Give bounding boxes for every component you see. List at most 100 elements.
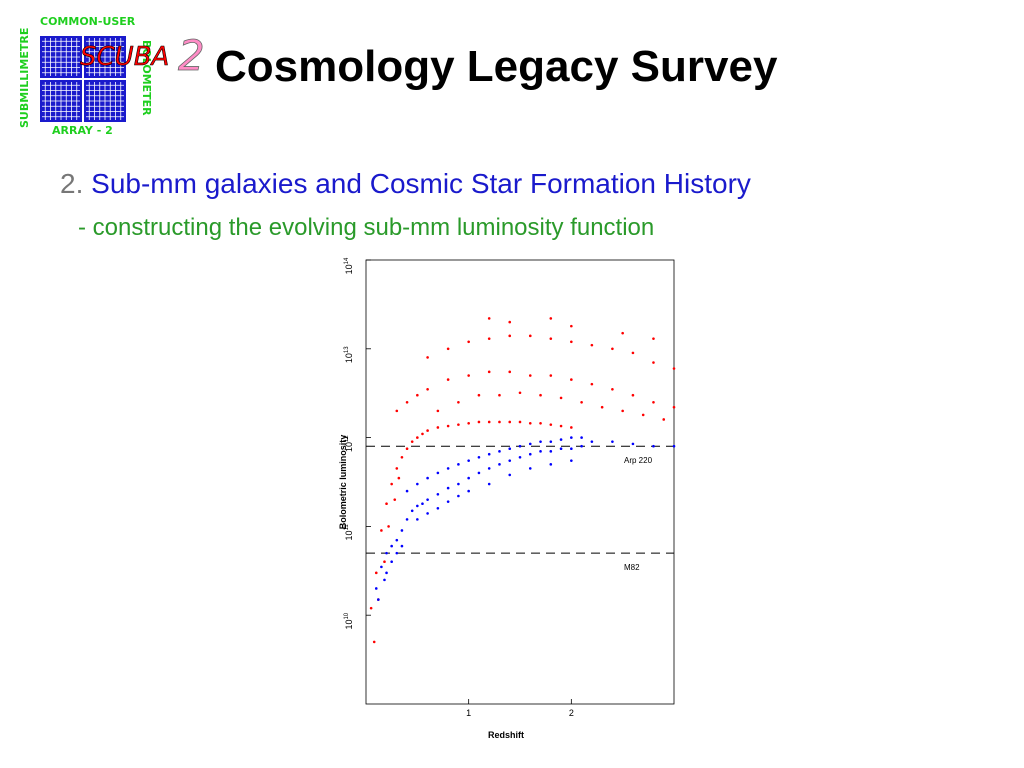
data-point	[631, 393, 635, 397]
data-point	[487, 370, 491, 374]
data-point	[487, 337, 491, 340]
data-point	[508, 420, 512, 424]
section-title: Sub-mm galaxies and Cosmic Star Formatio…	[91, 168, 751, 199]
data-point	[426, 356, 429, 359]
scuba2-logo: COMMON-USER SUBMILLIMETRE BOLOMETER ARRA…	[18, 15, 205, 137]
section-subpoint: - constructing the evolving sub-mm lumin…	[78, 214, 655, 241]
data-point	[518, 391, 522, 395]
data-point	[390, 544, 393, 548]
data-point	[467, 340, 470, 344]
data-point	[400, 456, 404, 459]
data-point	[590, 382, 594, 386]
data-point	[508, 370, 512, 374]
data-point	[580, 444, 583, 448]
x-axis-label: Redshift	[488, 730, 524, 740]
data-point	[487, 420, 491, 424]
logo-right-text: BOLOMETER	[140, 40, 153, 116]
data-point	[374, 571, 378, 575]
data-point	[477, 456, 481, 459]
data-point	[652, 361, 655, 364]
data-point	[611, 347, 614, 351]
data-point	[467, 476, 470, 480]
data-point	[672, 367, 676, 370]
data-point	[549, 423, 553, 426]
data-point	[446, 467, 450, 470]
data-point	[467, 421, 470, 425]
data-point	[518, 456, 522, 459]
data-point	[580, 400, 583, 404]
data-point	[416, 482, 419, 486]
data-point	[652, 444, 655, 448]
data-point	[426, 498, 429, 501]
data-point	[446, 347, 450, 351]
data-point	[487, 317, 491, 320]
data-point	[518, 444, 522, 448]
data-point	[590, 343, 594, 347]
data-point	[549, 450, 553, 453]
data-point	[570, 340, 573, 344]
data-point	[385, 571, 388, 575]
data-point	[467, 374, 470, 377]
data-point	[457, 423, 460, 426]
logo-name: SCUBA	[80, 42, 169, 72]
data-point	[549, 463, 553, 466]
y-tick-label: 1011	[344, 524, 354, 541]
data-point	[405, 400, 409, 404]
data-point	[631, 351, 635, 355]
data-point	[405, 447, 409, 450]
data-point	[487, 452, 491, 456]
data-point	[395, 467, 399, 470]
data-point	[467, 489, 470, 493]
data-point	[549, 317, 553, 320]
data-point	[457, 494, 460, 498]
data-point	[528, 374, 532, 377]
detector-array-icon	[40, 36, 126, 122]
logo-top-text: COMMON-USER	[40, 15, 136, 28]
data-point	[518, 420, 522, 424]
data-point	[421, 432, 424, 436]
data-point	[383, 560, 386, 564]
data-point	[559, 424, 563, 428]
section-heading: 2. Sub-mm galaxies and Cosmic Star Forma…	[60, 168, 751, 200]
data-point	[385, 551, 388, 555]
data-point	[426, 387, 429, 391]
data-point	[393, 498, 397, 501]
data-point	[446, 424, 450, 428]
data-point	[426, 476, 429, 480]
data-point	[416, 518, 419, 521]
data-point	[477, 420, 481, 424]
data-point	[590, 440, 594, 443]
data-point	[631, 442, 635, 446]
data-point	[559, 447, 563, 450]
section-number: 2.	[60, 168, 84, 199]
reference-line-label: M82	[624, 563, 640, 572]
scatter-points	[369, 317, 676, 644]
data-point	[380, 529, 383, 532]
data-point	[539, 450, 542, 453]
logo-superscript: 2	[178, 31, 205, 80]
data-point	[498, 393, 501, 397]
data-point	[477, 393, 481, 397]
data-point	[436, 409, 440, 413]
data-point	[528, 452, 532, 456]
data-point	[436, 506, 440, 510]
data-point	[457, 400, 460, 404]
data-point	[387, 525, 390, 528]
data-point	[446, 500, 450, 503]
data-point	[549, 337, 553, 340]
data-point	[580, 436, 583, 439]
data-point	[559, 438, 563, 441]
data-point	[487, 467, 491, 470]
data-point	[528, 467, 532, 470]
data-point	[600, 405, 604, 409]
data-point	[436, 492, 440, 496]
y-axis-ticks: 1010 1011 1012 1013 1014	[344, 257, 371, 630]
data-point	[374, 587, 378, 590]
data-point	[380, 565, 383, 569]
data-point	[416, 436, 419, 439]
data-point	[405, 489, 409, 493]
data-point	[652, 400, 655, 404]
data-point	[570, 459, 573, 462]
data-point	[539, 421, 542, 425]
